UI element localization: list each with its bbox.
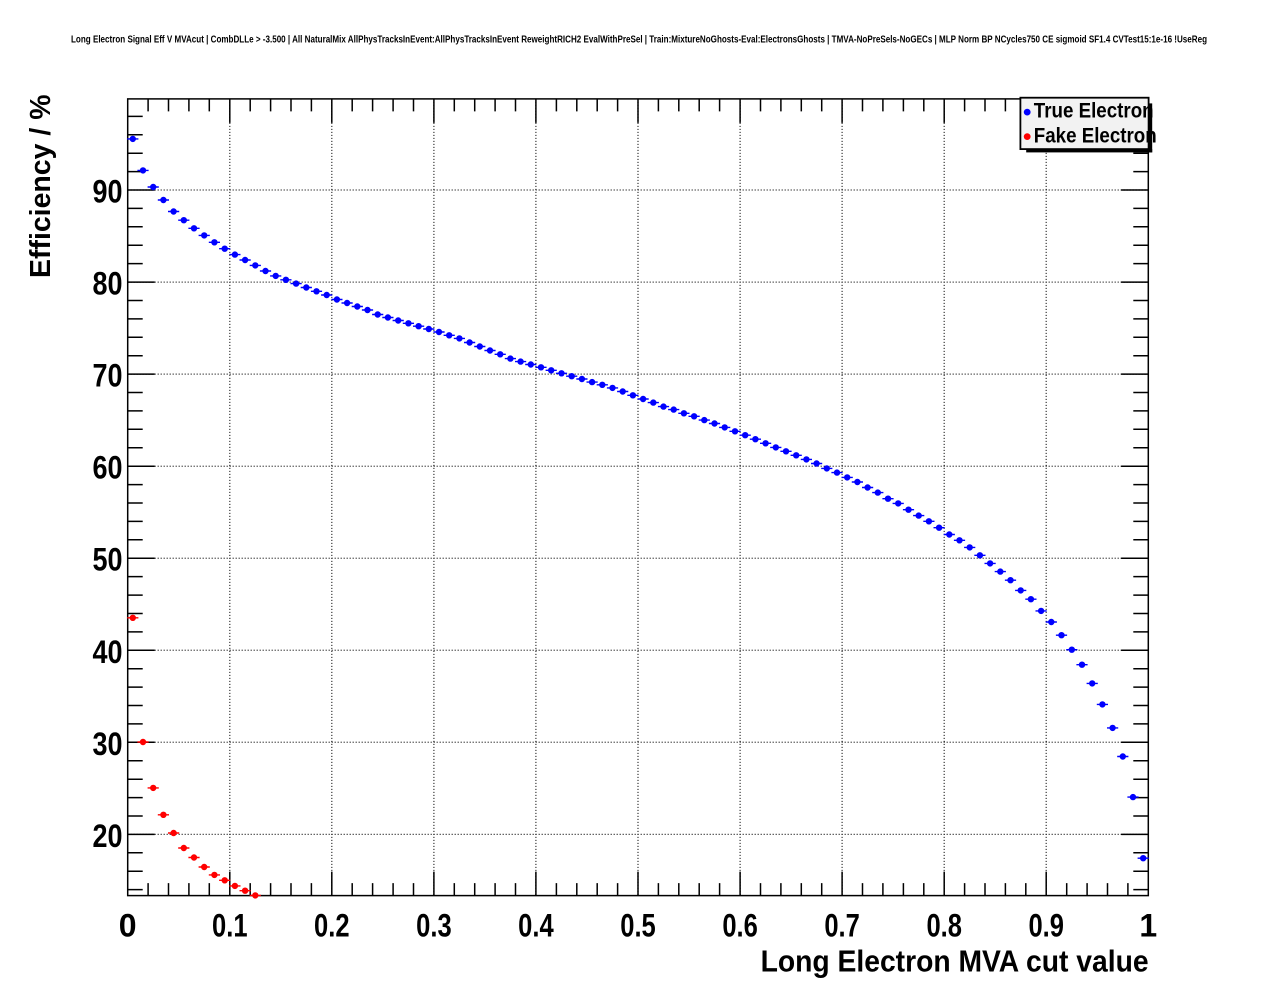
- svg-text:40: 40: [93, 634, 123, 670]
- svg-text:0.2: 0.2: [314, 907, 350, 943]
- svg-text:Fake Electron: Fake Electron: [1034, 124, 1157, 147]
- svg-text:Efficiency / %: Efficiency / %: [25, 95, 57, 279]
- svg-text:0.1: 0.1: [212, 907, 248, 943]
- svg-text:70: 70: [93, 358, 123, 394]
- svg-text:1: 1: [1139, 907, 1157, 943]
- svg-text:0: 0: [119, 907, 137, 943]
- svg-text:0.6: 0.6: [722, 907, 758, 943]
- svg-text:0.4: 0.4: [518, 907, 554, 943]
- svg-text:20: 20: [93, 818, 123, 854]
- svg-text:80: 80: [93, 266, 123, 302]
- svg-text:True Electron: True Electron: [1034, 100, 1154, 123]
- svg-text:0.5: 0.5: [620, 907, 656, 943]
- svg-text:Long Electron MVA cut value: Long Electron MVA cut value: [761, 943, 1149, 978]
- svg-text:0.7: 0.7: [824, 907, 860, 943]
- svg-text:0.9: 0.9: [1028, 907, 1064, 943]
- svg-text:90: 90: [93, 174, 123, 210]
- svg-text:60: 60: [93, 450, 123, 486]
- svg-text:Long Electron Signal Eff V MVA: Long Electron Signal Eff V MVAcut | Comb…: [71, 35, 1207, 46]
- svg-text:30: 30: [93, 726, 123, 762]
- svg-text:0.8: 0.8: [926, 907, 962, 943]
- svg-text:0.3: 0.3: [416, 907, 452, 943]
- svg-text:50: 50: [93, 542, 123, 578]
